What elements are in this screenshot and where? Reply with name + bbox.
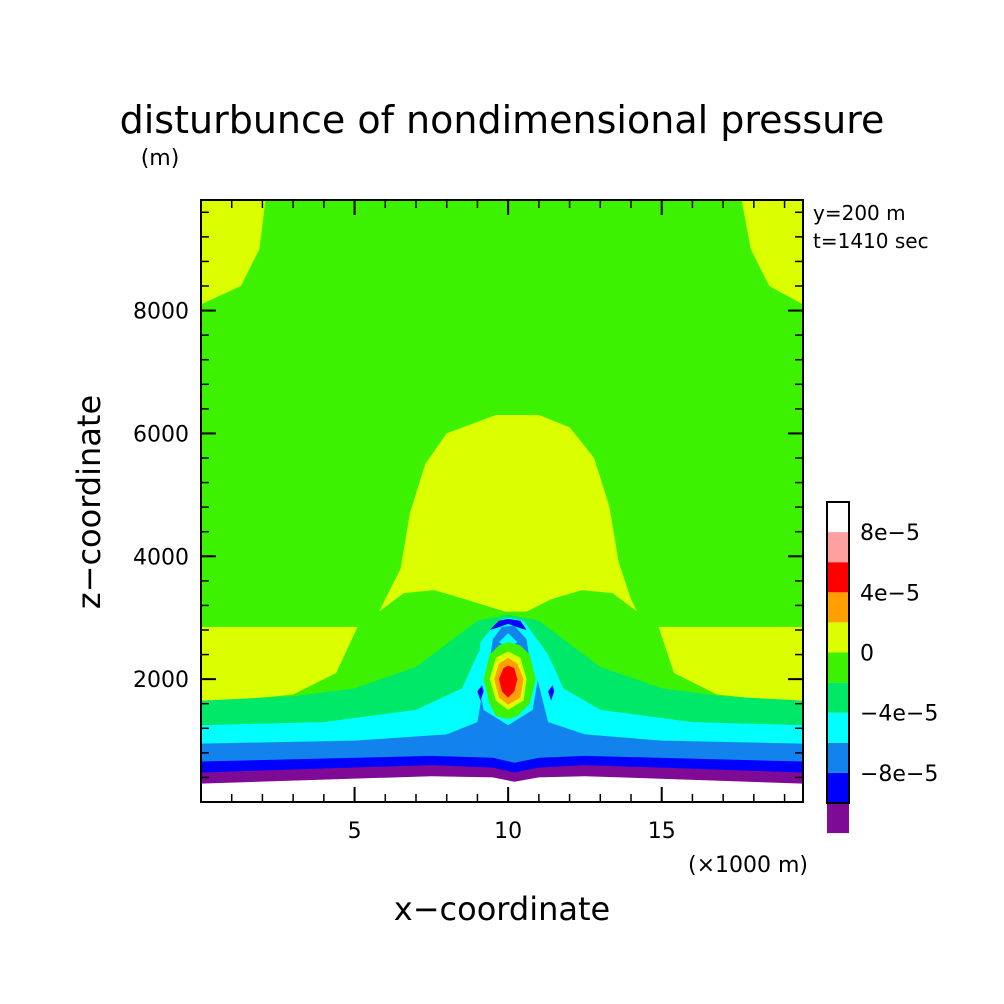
contour-region-15 [548,685,555,701]
contour-region-21 [498,665,518,698]
x-axis: 5 10 15 [348,200,676,844]
colorbar-label: −4e−5 [860,702,938,727]
colorbar: −8e−5 −4e−5 0 4e−5 8e−5 [826,501,938,834]
colorbar-swatch [827,742,849,773]
x-axis-unit: (×1000 m) [688,853,808,878]
x-tick-label: 15 [648,819,676,844]
contour-region-11 [201,776,803,802]
y-tick-label: 4000 [133,545,189,570]
y-axis: 2000 4000 6000 8000 [133,300,803,693]
colorbar-swatch [827,652,849,683]
colorbar-swatch [827,592,849,623]
colorbar-label: −8e−5 [860,762,938,787]
annotation-y: y=200 m [813,201,906,225]
contour-region-2 [741,200,803,305]
contour-region-4 [658,626,803,704]
colorbar-swatch [827,712,849,743]
contour-region-3 [201,626,358,704]
colorbar-swatch [827,532,849,563]
colorbar-label: 8e−5 [860,521,920,546]
colorbar-frame [826,501,850,804]
ylabel-unit: (m) [141,146,180,171]
colorbar-label: 0 [860,642,874,667]
colorbar-label: 4e−5 [860,581,920,606]
y-tick-label: 2000 [133,668,189,693]
colorbar-swatch [827,803,849,834]
colorbar-swatch [827,622,849,653]
x-tick-label: 10 [494,819,522,844]
chart-title: disturbunce of nondimensional pressure [120,98,885,142]
y-tick-label: 8000 [133,300,189,325]
plot-frame [200,199,804,803]
colorbar-swatch [827,562,849,593]
contour-region-14 [477,685,484,701]
contour-region-13 [489,618,527,630]
x-tick-label: 5 [348,819,362,844]
annotation-t: t=1410 sec [813,229,929,253]
x-axis-label: x−coordinate [394,890,610,928]
y-axis-label: z−coordinate [70,395,108,609]
contour-regions [201,200,803,802]
colorbar-swatch [827,772,849,803]
contour-region-5 [379,415,638,612]
contour-region-1 [201,200,266,305]
y-tick-label: 6000 [133,422,189,447]
colorbar-swatch [827,682,849,713]
